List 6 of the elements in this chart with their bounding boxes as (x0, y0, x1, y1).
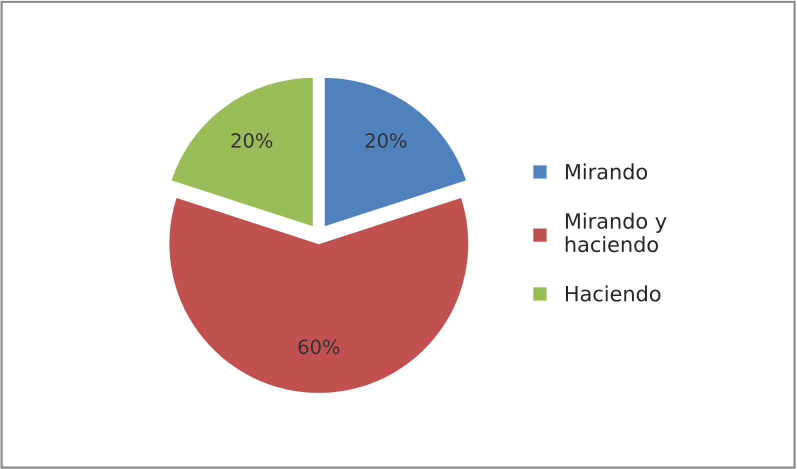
data-label: 20% (232, 133, 272, 148)
legend-label: Haciendo (566, 285, 660, 302)
data-label: 20% (366, 133, 406, 148)
data-label: 60% (298, 339, 340, 354)
legend-label: Mirando y haciendo (566, 212, 667, 252)
legend-label: Mirando (566, 163, 648, 180)
